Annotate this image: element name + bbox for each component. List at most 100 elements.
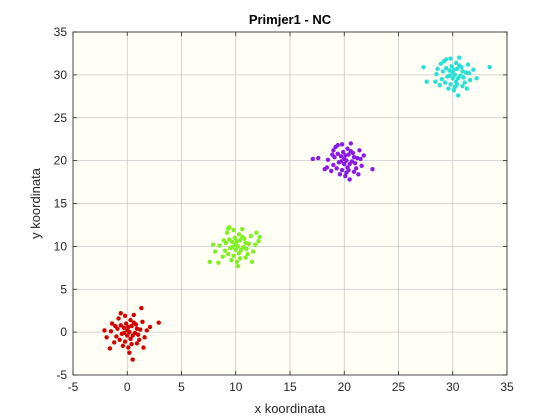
cluster-1-point (104, 335, 109, 340)
cluster-4-point (455, 93, 461, 98)
cluster-4-point (451, 67, 457, 72)
cluster-4-point (447, 68, 452, 73)
y-tick-label: 25 (54, 111, 68, 125)
cluster-3-point (340, 149, 346, 155)
cluster-2-point (256, 239, 261, 244)
cluster-3-point (335, 151, 340, 156)
cluster-2-point (222, 248, 228, 253)
cluster-2-point (231, 227, 236, 233)
x-tick-label: 30 (446, 380, 460, 394)
cluster-2-point (234, 239, 240, 244)
cluster-1-point (127, 350, 132, 355)
cluster-3-point (343, 153, 348, 158)
cluster-3-point (334, 166, 339, 171)
cluster-3-point (338, 159, 344, 164)
cluster-4-point (457, 63, 462, 68)
cluster-4-point (442, 80, 448, 85)
cluster-4-point (474, 76, 479, 81)
cluster-1-point (116, 316, 121, 321)
cluster-3-point (310, 156, 315, 162)
x-tick-label: 15 (283, 380, 297, 394)
cluster-2-point (216, 260, 221, 265)
x-tick-label: 20 (338, 380, 352, 394)
cluster-2-point (248, 233, 254, 239)
cluster-3-point (370, 167, 375, 172)
cluster-4-point (447, 73, 452, 78)
cluster-1-point (114, 334, 119, 339)
cluster-3-point (338, 154, 344, 159)
cluster-1-point (123, 321, 129, 326)
cluster-3-point (325, 157, 331, 162)
cluster-3-point (339, 142, 345, 147)
cluster-4-point (444, 57, 449, 62)
cluster-4-point (452, 72, 458, 78)
cluster-3-point (342, 161, 347, 167)
cluster-2-point (217, 243, 222, 248)
cluster-1-point (131, 312, 136, 318)
cluster-2-point (225, 251, 231, 257)
cluster-4-point (440, 69, 446, 74)
cluster-4-point (438, 61, 444, 66)
cluster-2-point (235, 244, 241, 249)
cluster-3-point (351, 154, 357, 160)
cluster-2-point (245, 251, 250, 257)
cluster-1-point (121, 325, 127, 331)
cluster-1-point (136, 337, 142, 343)
cluster-1-point (134, 341, 140, 346)
cluster-2-point (234, 259, 240, 265)
x-tick-label: 10 (229, 380, 243, 394)
cluster-3-point (361, 153, 366, 158)
cluster-4-point (435, 66, 440, 72)
x-axis-label: x koordinata (255, 401, 327, 416)
cluster-4-point (464, 86, 470, 91)
cluster-3-point (330, 152, 335, 157)
cluster-2-point (249, 259, 255, 265)
cluster-3-point (344, 158, 349, 163)
y-tick-label: -5 (56, 368, 67, 382)
cluster-4-point (453, 60, 459, 66)
cluster-2-point (236, 251, 242, 256)
y-tick-label: 0 (60, 325, 67, 339)
cluster-1-point (122, 313, 128, 319)
cluster-3-point (335, 142, 340, 148)
cluster-4-point (467, 77, 473, 83)
cluster-3-point (356, 172, 361, 177)
cluster-1-point (142, 335, 147, 340)
y-tick-label: 35 (54, 25, 68, 39)
cluster-2-point (236, 232, 242, 237)
cluster-3-point (348, 148, 353, 154)
cluster-2-point (221, 238, 227, 243)
cluster-4-point (448, 82, 453, 87)
cluster-4-point (449, 64, 454, 69)
cluster-3-point (351, 169, 357, 174)
cluster-2-point (240, 227, 245, 232)
cluster-3-point (359, 163, 364, 168)
cluster-3-point (345, 146, 350, 151)
cluster-4-point (462, 80, 467, 85)
cluster-4-point (451, 88, 457, 93)
cluster-1-point (102, 328, 107, 333)
cluster-1-point (109, 321, 115, 326)
cluster-1-point (113, 323, 118, 329)
cluster-3-point (357, 148, 362, 153)
cluster-2-point (243, 255, 248, 260)
cluster-4-point (461, 75, 466, 80)
cluster-4-point (444, 65, 449, 71)
x-tick-label: -5 (68, 380, 79, 394)
cluster-2-point (207, 259, 212, 265)
cluster-1-point (120, 343, 126, 349)
cluster-1-point (140, 319, 145, 325)
axis-ticks: -5 0 5 10 15 20 25 30 35 -5 0 5 10 15 20 25 30 35 (54, 25, 514, 394)
cluster-1-point (132, 330, 138, 336)
cluster-4-point (487, 64, 492, 70)
cluster-4-point (450, 76, 455, 81)
cluster-2-point (235, 263, 241, 269)
cluster-4-point (471, 67, 476, 72)
cluster-3-point (352, 160, 358, 166)
cluster-3-point (331, 148, 336, 153)
cluster-2-point (210, 242, 216, 247)
cluster-3-point (353, 166, 359, 171)
y-tick-label: 10 (54, 239, 68, 253)
cluster-1-point (127, 329, 132, 335)
